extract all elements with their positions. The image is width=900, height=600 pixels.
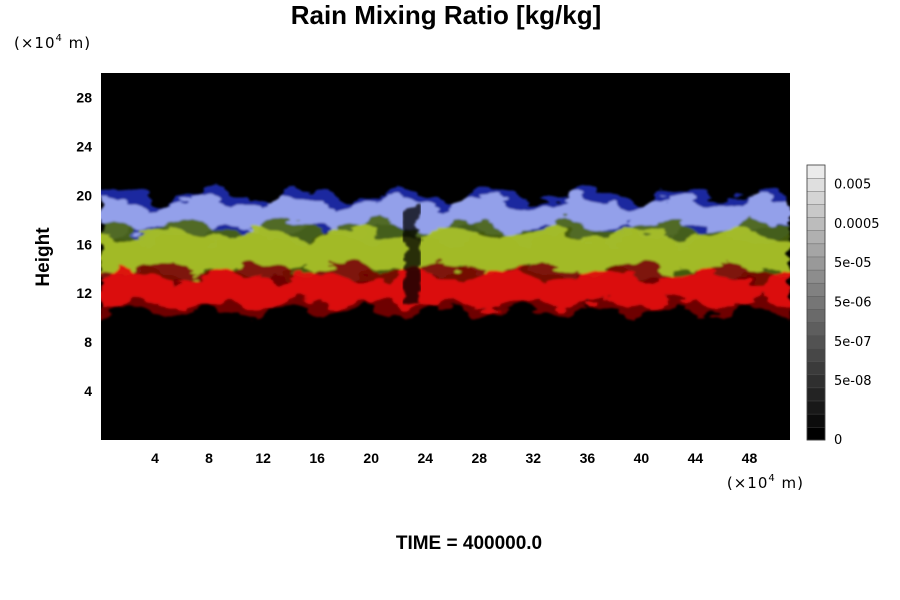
colorbar-frame xyxy=(806,164,826,441)
y-axis-label: Height xyxy=(33,227,54,287)
colorbar-tick-label: 5e-07 xyxy=(834,335,872,350)
x-tick-label: 4 xyxy=(151,450,159,466)
colorbar xyxy=(806,164,826,441)
y-tick-label: 28 xyxy=(76,89,92,105)
colorbar-tick-label: 0.005 xyxy=(834,178,871,193)
colorbar-level xyxy=(806,204,826,218)
colorbar-level xyxy=(806,164,826,179)
x-tick-label: 44 xyxy=(688,450,704,466)
colorbar-level xyxy=(806,230,826,245)
y-axis-unit: (×104 m) xyxy=(14,33,91,52)
x-tick-label: 24 xyxy=(417,450,433,466)
colorbar-level xyxy=(806,321,826,336)
y-tick-label: 24 xyxy=(76,138,92,154)
x-tick-label: 12 xyxy=(255,450,271,466)
colorbar-level xyxy=(806,308,826,323)
colorbar-tick-label: 5e-08 xyxy=(834,374,872,389)
x-tick-label: 40 xyxy=(634,450,650,466)
x-tick-label: 8 xyxy=(205,450,213,466)
x-axis-ticks: 4 8 12 16 20 24 28 32 36 40 44 48 xyxy=(151,450,757,466)
field-gap xyxy=(403,207,420,306)
field-layer-middle xyxy=(101,224,790,283)
colorbar-level xyxy=(806,295,826,310)
rain-field xyxy=(101,185,790,321)
colorbar-level xyxy=(806,413,826,428)
colorbar-level xyxy=(806,348,826,362)
colorbar-level xyxy=(806,400,826,415)
x-tick-label: 28 xyxy=(471,450,487,466)
colorbar-level xyxy=(806,269,826,284)
colorbar-tick-labels: 0 5e-08 5e-07 5e-06 5e-05 0.0005 0.005 xyxy=(834,178,880,448)
x-tick-label: 36 xyxy=(580,450,596,466)
time-label: TIME = 400000.0 xyxy=(396,533,542,554)
x-tick-label: 48 xyxy=(742,450,758,466)
y-tick-label: 20 xyxy=(76,187,92,203)
colorbar-level xyxy=(806,335,826,349)
colorbar-level xyxy=(806,426,826,441)
field-layer-lower xyxy=(101,267,790,313)
x-tick-label: 16 xyxy=(309,450,325,466)
colorbar-level xyxy=(806,256,826,271)
x-tick-label: 20 xyxy=(363,450,379,466)
colorbar-tick-label: 5e-05 xyxy=(834,256,872,271)
colorbar-level xyxy=(806,387,826,402)
colorbar-level xyxy=(806,282,826,297)
y-tick-label: 12 xyxy=(76,285,92,301)
colorbar-level xyxy=(806,177,826,192)
colorbar-tick-label: 0.0005 xyxy=(834,217,880,232)
x-axis-unit: (×104 m) xyxy=(727,473,804,492)
y-tick-label: 4 xyxy=(84,383,92,399)
chart-title: Rain Mixing Ratio [kg/kg] xyxy=(291,0,602,30)
x-tick-label: 32 xyxy=(526,450,542,466)
colorbar-tick-label: 5e-06 xyxy=(834,296,872,311)
y-tick-label: 8 xyxy=(84,334,92,350)
colorbar-level xyxy=(806,374,826,389)
colorbar-level xyxy=(806,190,826,205)
colorbar-level xyxy=(806,217,826,231)
colorbar-level xyxy=(806,361,826,376)
y-tick-label: 16 xyxy=(76,236,92,252)
colorbar-tick-label: 0 xyxy=(834,433,842,448)
colorbar-level xyxy=(806,243,826,258)
field-bands xyxy=(101,185,790,321)
y-axis-ticks: 4 8 12 16 20 24 28 xyxy=(76,89,92,399)
